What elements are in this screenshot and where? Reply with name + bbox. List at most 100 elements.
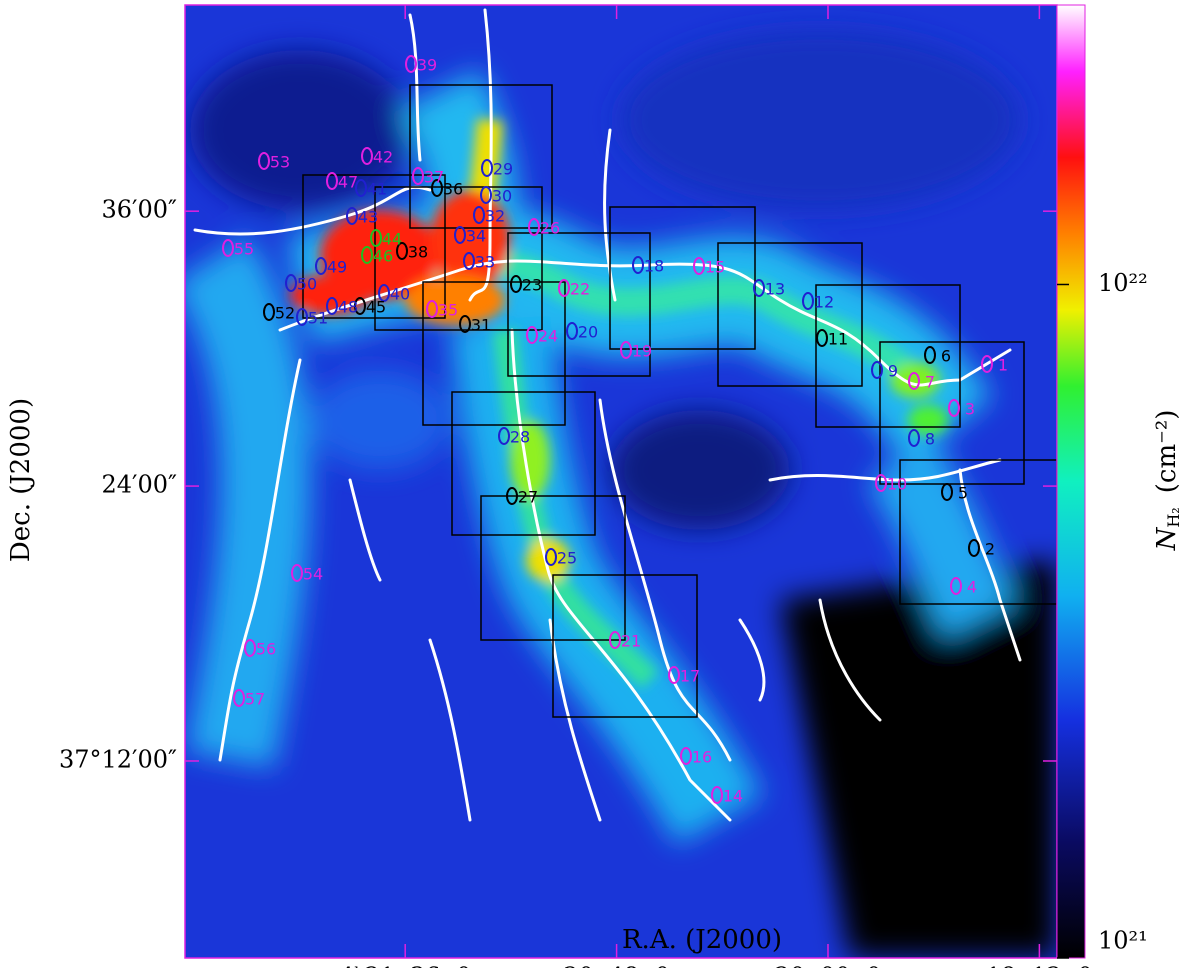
core-label: 9	[888, 362, 898, 381]
subregion-box	[507, 232, 651, 377]
core-ellipse	[396, 242, 408, 260]
core-ellipse	[361, 246, 373, 264]
core-ellipse	[871, 361, 883, 379]
core-ellipse	[968, 539, 980, 557]
core-ellipse	[816, 329, 828, 347]
core-ellipse	[459, 315, 471, 333]
core-ellipse	[908, 372, 920, 390]
subregion-box	[422, 281, 566, 426]
colorbar	[1056, 4, 1086, 959]
core-label: 15	[705, 258, 725, 277]
core-label: 41	[367, 180, 387, 199]
core-ellipse	[941, 483, 953, 501]
core-label: 52	[275, 304, 295, 323]
core-ellipse	[609, 631, 621, 649]
core-ellipse	[355, 179, 367, 197]
colorbar-title: NH₂ (cm⁻²)	[1152, 410, 1183, 552]
core-ellipse	[296, 308, 308, 326]
core-label: 40	[390, 285, 410, 304]
core-label: 31	[471, 316, 491, 335]
core-ellipse	[924, 346, 936, 364]
core-label: 2	[985, 540, 995, 559]
core-ellipse	[431, 179, 443, 197]
subregion-box	[717, 242, 863, 387]
core-label: 18	[644, 257, 664, 276]
core-label: 26	[540, 219, 560, 238]
colorbar-tick-label: 10²²	[1098, 269, 1148, 297]
core-ellipse	[378, 284, 390, 302]
core-ellipse	[510, 275, 522, 293]
core-label: 57	[245, 690, 265, 709]
core-ellipse	[285, 274, 297, 292]
column-density-map: 1234567891011121314151617181920212223242…	[185, 5, 1057, 958]
x-tick-label: 20ᵐ48ˢ.0	[563, 963, 670, 969]
subregion-box	[815, 284, 961, 428]
core-ellipse	[454, 226, 466, 244]
core-label: 13	[765, 280, 785, 299]
core-label: 6	[941, 347, 951, 366]
core-ellipse	[981, 355, 993, 373]
core-ellipse	[258, 152, 270, 170]
core-ellipse	[480, 186, 492, 204]
subregion-box	[609, 206, 756, 350]
core-ellipse	[620, 341, 632, 359]
core-ellipse	[545, 548, 557, 566]
core-label: 37	[424, 168, 444, 187]
core-ellipse	[948, 399, 960, 417]
colorbar-subscript: H₂	[1164, 507, 1183, 527]
core-label: 27	[518, 488, 538, 507]
core-label: 1	[998, 356, 1008, 375]
x-axis-title: R.A. (J2000)	[622, 925, 782, 955]
y-axis-title: Dec. (J2000)	[6, 398, 36, 562]
core-label: 42	[373, 148, 393, 167]
core-label: 51	[308, 309, 328, 328]
core-label: 19	[632, 342, 652, 361]
core-ellipse	[753, 279, 765, 297]
core-ellipse	[481, 159, 493, 177]
core-ellipse	[291, 564, 303, 582]
core-label: 32	[485, 207, 505, 226]
core-ellipse	[426, 300, 438, 318]
colorbar-symbol: N	[1152, 526, 1182, 551]
core-label: 29	[493, 160, 513, 179]
core-ellipse	[315, 257, 327, 275]
subregion-box	[302, 174, 446, 319]
subregion-box	[879, 341, 1025, 485]
core-label: 49	[327, 258, 347, 277]
core-label: 14	[723, 787, 743, 806]
core-label: 20	[578, 323, 598, 342]
core-label: 54	[303, 565, 323, 584]
core-ellipse	[370, 229, 382, 247]
core-ellipse	[802, 292, 814, 310]
core-label: 56	[256, 640, 276, 659]
core-label: 24	[538, 327, 558, 346]
core-ellipse	[693, 257, 705, 275]
core-label: 38	[408, 243, 428, 262]
core-label: 4	[967, 578, 977, 597]
subregion-box	[409, 84, 553, 229]
core-ellipse	[528, 218, 540, 236]
core-label: 39	[417, 56, 437, 75]
core-label: 22	[570, 280, 590, 299]
core-ellipse	[263, 303, 275, 321]
y-tick-label: 24′00″	[102, 471, 178, 499]
core-label: 7	[925, 373, 935, 392]
core-ellipse	[566, 322, 578, 340]
core-ellipse	[473, 206, 485, 224]
core-ellipse	[506, 487, 518, 505]
y-tick-label: 36′00″	[102, 196, 178, 224]
core-label: 16	[692, 748, 712, 767]
core-ellipse	[354, 297, 366, 315]
core-label: 3	[965, 400, 975, 419]
core-label: 17	[680, 667, 700, 686]
core-label: 21	[621, 632, 641, 651]
core-label: 45	[366, 298, 386, 317]
core-ellipse	[326, 297, 338, 315]
core-label: 10	[887, 475, 907, 494]
core-label: 25	[557, 549, 577, 568]
core-label: 55	[234, 240, 254, 259]
core-label: 46	[373, 247, 393, 266]
subregion-box	[552, 574, 698, 718]
core-ellipse	[326, 172, 338, 190]
